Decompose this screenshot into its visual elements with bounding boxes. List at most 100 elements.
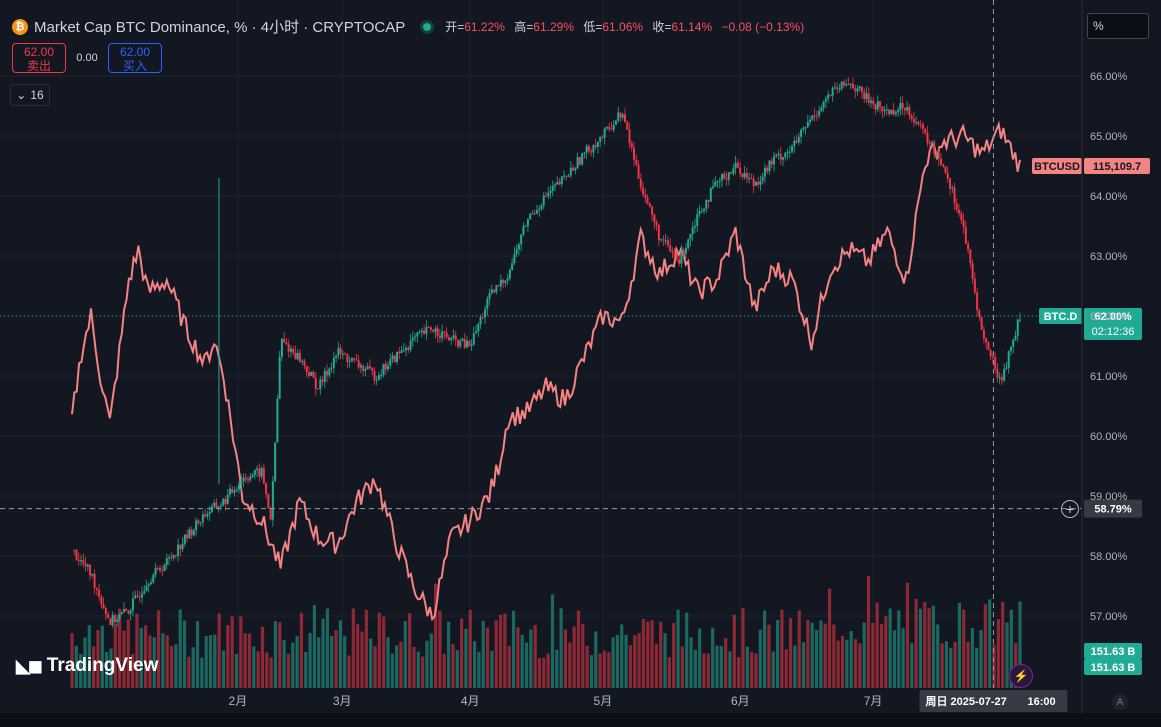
volume-bar bbox=[373, 646, 377, 688]
candle-body bbox=[373, 370, 376, 381]
volume-bars bbox=[70, 575, 1022, 688]
candle-body bbox=[271, 481, 274, 520]
candle-body bbox=[452, 335, 455, 338]
candle-body bbox=[206, 513, 209, 517]
candle-body bbox=[118, 614, 121, 620]
volume-bar bbox=[788, 618, 793, 688]
volume-bar bbox=[217, 613, 221, 688]
sell-button[interactable]: 62.00 卖出 bbox=[12, 43, 66, 73]
volume-bar bbox=[382, 616, 386, 688]
candle-body bbox=[303, 360, 306, 366]
candle-body bbox=[838, 88, 841, 90]
candle-body bbox=[217, 506, 220, 509]
volume-bar bbox=[126, 619, 130, 688]
volume-bar bbox=[386, 637, 390, 688]
scale-mode-input[interactable]: % bbox=[1087, 13, 1149, 39]
candle-body bbox=[287, 344, 290, 352]
candle-body bbox=[793, 140, 796, 147]
volume-bar bbox=[667, 657, 671, 688]
volume-bar bbox=[931, 605, 936, 688]
volume-bar bbox=[594, 631, 598, 688]
candle-body bbox=[183, 534, 186, 544]
candle-body bbox=[161, 570, 164, 572]
candle-body bbox=[73, 550, 76, 551]
volume-bar bbox=[992, 644, 996, 688]
volume-bar bbox=[1009, 609, 1013, 688]
btcd-last-value: 62.00% bbox=[1094, 311, 1132, 323]
candle-body bbox=[125, 609, 128, 611]
volume-bar bbox=[360, 631, 364, 688]
candle-body bbox=[298, 352, 301, 362]
candle-body bbox=[486, 298, 489, 310]
y-tick-label: 57.00% bbox=[1090, 611, 1128, 623]
candle-body bbox=[583, 152, 586, 154]
volume-bar bbox=[624, 634, 628, 688]
ohlc-readout: 开=61.22% 高=61.29% 低=61.06% 收=61.14% −0.0… bbox=[445, 18, 804, 35]
candle-body bbox=[987, 342, 990, 351]
candle-body bbox=[682, 250, 685, 254]
volume-bar bbox=[758, 629, 762, 688]
y-tick-label: 66.00% bbox=[1090, 71, 1128, 83]
candle-body bbox=[355, 359, 358, 361]
volume-bar bbox=[957, 602, 961, 688]
volume-bar bbox=[724, 638, 728, 688]
candle-body bbox=[533, 213, 536, 215]
candle-body bbox=[346, 354, 349, 362]
volume-bar bbox=[550, 594, 555, 688]
candle-body bbox=[653, 214, 656, 223]
indicators-toggle[interactable]: ⌄ 16 bbox=[10, 84, 50, 106]
candle-body bbox=[330, 367, 333, 369]
volume-bar bbox=[148, 635, 152, 688]
candle-body bbox=[296, 352, 299, 360]
auto-scale-button[interactable]: A bbox=[1112, 694, 1128, 710]
volume-bar bbox=[1005, 622, 1009, 688]
candle-body bbox=[445, 332, 448, 338]
candle-body bbox=[818, 110, 821, 116]
candle-body bbox=[77, 559, 80, 562]
candle-body bbox=[784, 152, 787, 158]
candle-body bbox=[229, 488, 231, 495]
candle-body bbox=[416, 332, 419, 337]
candle-body bbox=[883, 110, 886, 112]
symbol-title[interactable]: Market Cap BTC Dominance, % · 4小时 · CRYP… bbox=[34, 19, 406, 36]
volume-bar bbox=[282, 640, 286, 688]
candle-body bbox=[134, 595, 137, 599]
volume-bar bbox=[628, 645, 633, 688]
volume-bar bbox=[849, 631, 853, 688]
candle-body bbox=[888, 109, 891, 115]
volume-bar bbox=[278, 622, 282, 688]
buy-button[interactable]: 62.00 买入 bbox=[108, 43, 162, 73]
volume-bar bbox=[213, 634, 217, 688]
candle-body bbox=[614, 120, 617, 125]
candle-body bbox=[558, 181, 561, 185]
candle-body bbox=[201, 514, 204, 523]
candle-body bbox=[511, 263, 514, 271]
volume-bar bbox=[503, 613, 507, 688]
candle-body bbox=[434, 328, 437, 332]
candle-body bbox=[962, 220, 965, 228]
candle-body bbox=[310, 371, 313, 376]
candle-body bbox=[321, 379, 324, 382]
logo-text: TradingView bbox=[46, 655, 159, 676]
candle-body bbox=[89, 564, 92, 576]
volume-bar bbox=[152, 637, 156, 688]
x-tick-label: 4月 bbox=[461, 694, 480, 708]
volume-bar bbox=[780, 609, 784, 688]
volume-bar bbox=[477, 651, 481, 688]
buy-label: 买入 bbox=[122, 59, 147, 73]
candle-body bbox=[786, 152, 789, 154]
candle-body bbox=[788, 151, 791, 153]
volume-bar bbox=[178, 609, 182, 688]
volume-bar bbox=[221, 650, 226, 688]
candle-body bbox=[951, 187, 954, 189]
lightning-icon[interactable]: ⚡ bbox=[1009, 664, 1033, 688]
candle-body bbox=[129, 610, 132, 614]
candle-body bbox=[955, 203, 958, 210]
candle-body bbox=[811, 115, 814, 120]
volume-bar bbox=[343, 635, 347, 688]
close-value: 61.14% bbox=[671, 20, 713, 34]
volume-bar bbox=[1001, 601, 1005, 688]
volume-bar bbox=[542, 657, 546, 688]
add-alert-icon[interactable]: + bbox=[1061, 500, 1079, 518]
